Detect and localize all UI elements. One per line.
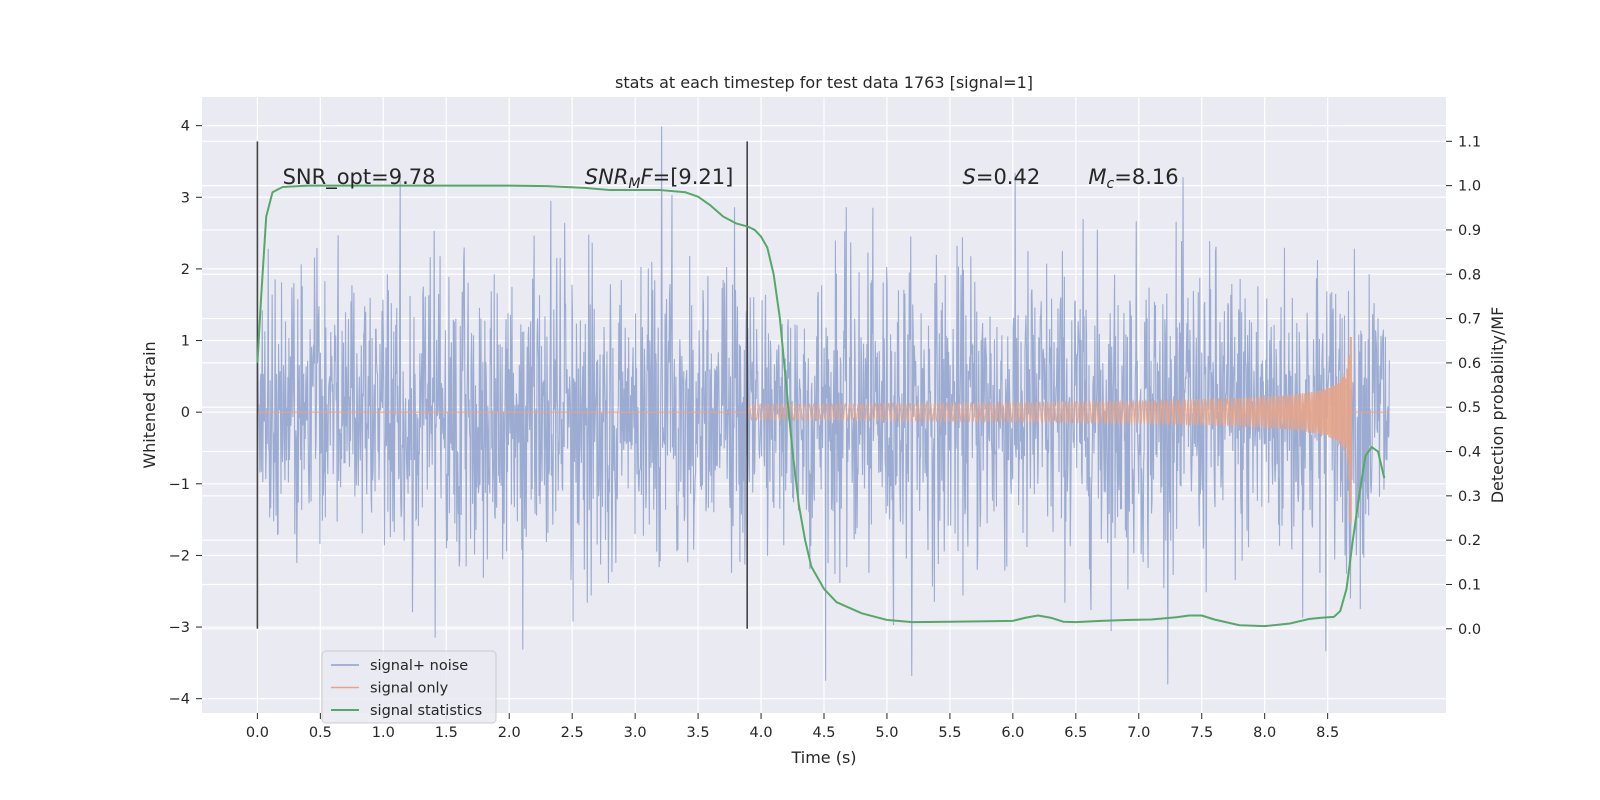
annotation-1-subscript: M bbox=[628, 176, 640, 192]
x-tick-label-7: 3.5 bbox=[687, 725, 710, 741]
y-axis-left: −4 −3 −2 −1 0 1 2 3 4 bbox=[169, 119, 202, 708]
annotation-1-symbol: SNR bbox=[585, 165, 629, 189]
y-tick-label-2: −2 bbox=[169, 548, 190, 564]
legend-label-0: signal+ noise bbox=[370, 658, 468, 674]
x-tick-label-2: 1.0 bbox=[372, 725, 395, 741]
vertical-markers bbox=[256, 141, 748, 629]
x-tick-label-11: 5.5 bbox=[938, 725, 961, 741]
x-axis-label: Time (s) bbox=[790, 748, 856, 767]
x-tick-label-4: 2.0 bbox=[498, 725, 521, 741]
legend-box bbox=[321, 650, 497, 724]
y-tick-label-3: −1 bbox=[169, 477, 190, 493]
y2-tick-label-11: 1.1 bbox=[1458, 134, 1481, 150]
x-tick-label-13: 6.5 bbox=[1064, 725, 1087, 741]
signal-statistics-line bbox=[256, 184, 1386, 628]
annotation-3-value: =8.16 bbox=[1114, 165, 1178, 189]
x-tick-label-8: 4.0 bbox=[750, 725, 773, 741]
series-signal-only bbox=[257, 336, 1390, 524]
x-axis: 0.0 0.5 1.0 1.5 2.0 2.5 3.0 3.5 4.0 4.5 5.0 5.5 6.0 6… bbox=[246, 713, 1339, 741]
y-tick-label-7: 3 bbox=[181, 190, 190, 206]
legend-label-2: signal statistics bbox=[370, 703, 482, 719]
signal-noise-line bbox=[256, 126, 1390, 685]
x-tick-label-10: 5.0 bbox=[875, 725, 898, 741]
y-tick-label-1: −3 bbox=[169, 620, 190, 636]
x-tick-label-6: 3.0 bbox=[624, 725, 647, 741]
y-tick-label-8: 4 bbox=[181, 119, 190, 135]
x-tick-label-16: 8.0 bbox=[1253, 725, 1276, 741]
annotation-3: Mc=8.16 bbox=[1088, 165, 1178, 192]
signal-only-line bbox=[257, 336, 1390, 524]
y2-tick-label-1: 0.1 bbox=[1458, 577, 1481, 593]
y2-tick-label-8: 0.8 bbox=[1458, 267, 1481, 283]
annotations: SNR_opt=9.78 SNRMF=[9.21] S=0.42 Mc=8.16 bbox=[283, 165, 1179, 192]
x-tick-label-17: 8.5 bbox=[1316, 725, 1339, 741]
y2-tick-label-0: 0.0 bbox=[1458, 622, 1481, 638]
annotation-3-subscript: c bbox=[1107, 176, 1115, 192]
y-axis-label: Whitened strain bbox=[140, 341, 159, 468]
y-tick-label-6: 2 bbox=[181, 262, 190, 278]
y2-tick-label-7: 0.7 bbox=[1458, 312, 1481, 328]
x-tick-label-5: 2.5 bbox=[561, 725, 584, 741]
x-tick-label-15: 7.5 bbox=[1190, 725, 1213, 741]
annotation-2-value: =0.42 bbox=[976, 165, 1040, 189]
y-tick-label-5: 1 bbox=[181, 334, 190, 350]
legend-label-1: signal only bbox=[370, 681, 449, 697]
y2-tick-label-2: 0.2 bbox=[1458, 533, 1481, 549]
y2-axis-label: Detection probability/MF bbox=[1488, 307, 1507, 504]
x-tick-label-3: 1.5 bbox=[435, 725, 458, 741]
annotation-0: SNR_opt=9.78 bbox=[283, 165, 436, 190]
y-tick-label-0: −4 bbox=[169, 692, 190, 708]
x-tick-label-1: 0.5 bbox=[309, 725, 332, 741]
y2-tick-label-6: 0.6 bbox=[1458, 356, 1481, 372]
y-tick-label-4: 0 bbox=[181, 405, 190, 421]
series-signal-noise bbox=[256, 126, 1390, 685]
legend: signal+ noise signal only signal statistic… bbox=[321, 650, 497, 724]
y2-tick-label-10: 1.0 bbox=[1458, 179, 1481, 195]
y2-tick-label-4: 0.4 bbox=[1458, 445, 1481, 461]
y2-tick-label-9: 0.9 bbox=[1458, 223, 1481, 239]
annotation-2-symbol: S bbox=[963, 165, 976, 189]
annotation-2: S=0.42 bbox=[963, 165, 1041, 189]
y2-tick-label-5: 0.5 bbox=[1458, 400, 1481, 416]
x-tick-label-12: 6.0 bbox=[1001, 725, 1024, 741]
annotation-1-value: F=[9.21] bbox=[641, 165, 734, 189]
y2-tick-label-3: 0.3 bbox=[1458, 489, 1481, 505]
annotation-3-symbol: M bbox=[1088, 165, 1106, 189]
x-tick-label-0: 0.0 bbox=[246, 725, 269, 741]
y-axis-right: 0.0 0.1 0.2 0.3 0.4 0.5 0.6 0.7 0.8 0.9 1.0 1.1 bbox=[1446, 134, 1481, 638]
x-tick-label-9: 4.5 bbox=[812, 725, 835, 741]
chart-title: stats at each timestep for test data 176… bbox=[615, 73, 1033, 92]
x-tick-label-14: 7.0 bbox=[1127, 725, 1150, 741]
annotation-1: SNRMF=[9.21] bbox=[585, 165, 734, 192]
series-signal-statistics bbox=[256, 184, 1386, 628]
